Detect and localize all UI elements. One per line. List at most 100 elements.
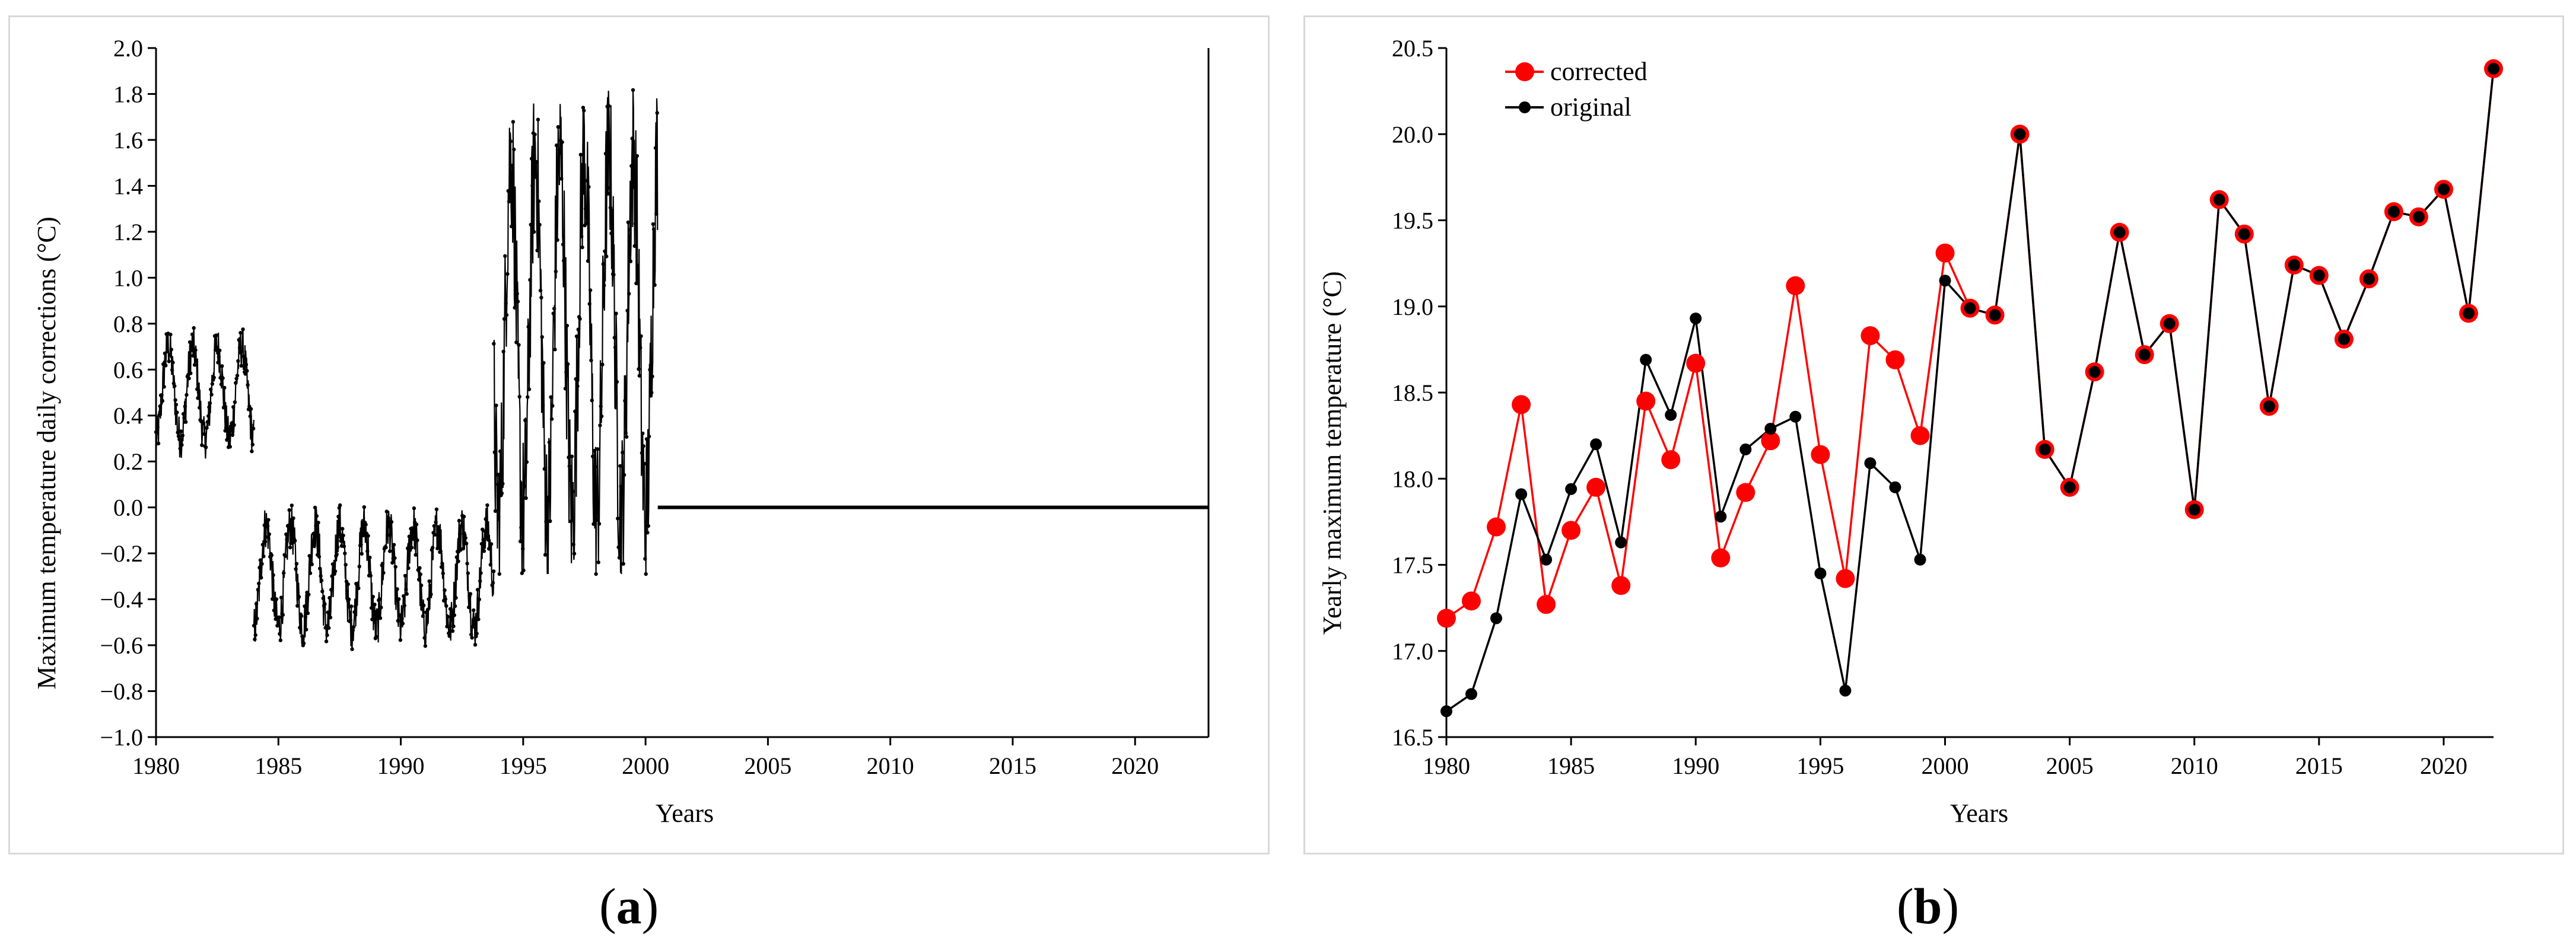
correction-point (463, 535, 468, 540)
correction-point (497, 473, 501, 477)
x-tick-label: 1980 (132, 753, 180, 779)
correction-point (599, 404, 603, 409)
correction-point (569, 519, 573, 524)
correction-point (278, 632, 282, 636)
correction-point (307, 592, 311, 597)
correction-point (236, 359, 240, 363)
correction-point (533, 132, 537, 136)
original-point-1996 (1839, 684, 1852, 697)
correction-point (319, 574, 323, 578)
corrected-point-1988 (1636, 391, 1656, 411)
correction-point (470, 624, 475, 629)
x-tick-label: 1985 (255, 753, 302, 779)
correction-point (543, 553, 548, 557)
caption-open-paren: ( (599, 878, 616, 935)
correction-point (511, 120, 516, 124)
correction-point (214, 333, 218, 337)
correction-point (336, 514, 341, 519)
correction-point (272, 608, 276, 613)
original-point-2021 (2463, 307, 2475, 320)
correction-point (203, 445, 208, 449)
correction-point (503, 254, 507, 258)
correction-point (572, 551, 577, 556)
correction-point (447, 634, 451, 638)
correction-point (179, 429, 183, 433)
original-point-1982 (1490, 612, 1502, 624)
correction-point (169, 347, 173, 352)
correction-point (252, 623, 256, 628)
correction-point (294, 562, 299, 566)
correction-point (189, 341, 193, 345)
original-point-1991 (1715, 511, 1727, 523)
original-point-2013 (2263, 400, 2275, 413)
correction-point (429, 592, 433, 597)
correction-point (508, 139, 513, 144)
correction-point (653, 146, 658, 150)
correction-point (338, 503, 342, 508)
correction-point (619, 492, 624, 496)
correction-point (585, 178, 589, 183)
correction-point (327, 596, 332, 600)
correction-point (648, 394, 653, 398)
correction-point (562, 269, 567, 273)
correction-point (396, 618, 400, 623)
correction-point (483, 529, 487, 534)
correction-point (209, 393, 214, 397)
original-point-2010 (2188, 503, 2200, 516)
correction-point (196, 396, 200, 400)
correction-series-segment-2 (493, 90, 659, 575)
correction-point (488, 563, 492, 567)
correction-point (549, 395, 553, 399)
correction-point (392, 543, 396, 547)
correction-point (256, 588, 260, 592)
correction-point (200, 443, 204, 447)
correction-point (164, 364, 168, 368)
y-tick-label: 2.0 (113, 35, 143, 62)
correction-point (475, 632, 479, 636)
correction-point (368, 556, 372, 560)
correction-point (472, 616, 476, 621)
original-point-1984 (1540, 553, 1553, 566)
correction-point (644, 572, 648, 576)
correction-point (540, 335, 544, 339)
correction-point (306, 611, 310, 616)
correction-point (596, 447, 600, 451)
correction-point (551, 404, 555, 408)
x-tick-label: 1990 (377, 753, 425, 779)
corrected-point-1996 (1836, 569, 1855, 588)
correction-point (476, 617, 481, 621)
correction-point (240, 349, 244, 353)
correction-point (632, 244, 637, 248)
correction-point (321, 596, 325, 601)
correction-point (492, 569, 496, 573)
correction-point (551, 311, 555, 315)
corrected-point-1997 (1861, 326, 1880, 346)
corrected-point-1983 (1512, 395, 1531, 414)
correction-point (400, 617, 404, 621)
x-tick-label: 2015 (989, 753, 1036, 779)
correction-point (411, 537, 415, 541)
correction-point (571, 543, 575, 547)
correction-point (384, 545, 388, 550)
correction-point (294, 567, 298, 571)
correction-point (574, 377, 578, 381)
correction-point (193, 348, 198, 352)
correction-point (537, 199, 541, 203)
correction-point (532, 229, 536, 234)
correction-point (207, 405, 211, 409)
correction-point (502, 317, 507, 321)
corrected-point-1981 (1462, 591, 1481, 611)
correction-point (454, 555, 459, 559)
x-axis-label: Years (656, 799, 714, 828)
correction-point (512, 147, 516, 152)
correction-point (434, 520, 438, 524)
correction-point (600, 362, 605, 366)
correction-point (407, 534, 411, 538)
correction-point (287, 523, 291, 528)
correction-point (328, 616, 333, 620)
correction-point (257, 581, 261, 586)
y-tick-label: 0.2 (113, 448, 143, 475)
original-point-1998 (1889, 481, 1901, 493)
x-tick-label: 2020 (2420, 753, 2467, 779)
correction-point (165, 349, 170, 353)
